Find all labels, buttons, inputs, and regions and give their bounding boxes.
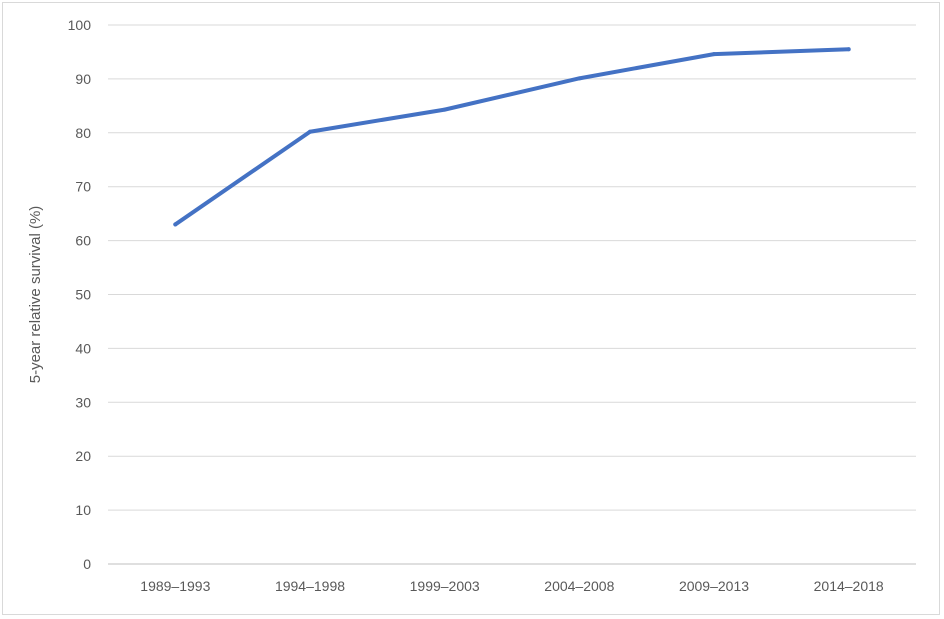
y-tick-label: 60	[75, 233, 91, 249]
y-tick-label: 30	[75, 394, 91, 410]
x-tick-label: 1999–2003	[410, 578, 480, 594]
gridlines	[108, 24, 916, 565]
series-line	[173, 47, 851, 227]
y-tick-label: 100	[68, 17, 92, 33]
y-axis-ticks: 0 10 20 30 40 50 60 70 80 90 100	[68, 17, 92, 572]
x-tick-label: 2009–2013	[679, 578, 749, 594]
x-tick-label: 1989–1993	[140, 578, 210, 594]
y-tick-label: 70	[75, 179, 91, 195]
data-point	[577, 76, 582, 81]
y-tick-label: 10	[75, 502, 91, 518]
x-axis-ticks: 1989–1993 1994–1998 1999–2003 2004–2008 2009…	[140, 578, 884, 594]
y-tick-label: 20	[75, 448, 91, 464]
y-tick-label: 80	[75, 125, 91, 141]
x-tick-label: 2004–2008	[544, 578, 614, 594]
data-point	[846, 47, 851, 52]
data-point	[442, 107, 447, 112]
data-point	[712, 52, 716, 57]
y-tick-label: 90	[75, 71, 91, 87]
data-point	[173, 222, 178, 227]
data-point	[308, 129, 312, 134]
series-group	[173, 47, 851, 227]
y-tick-label: 50	[75, 287, 91, 303]
x-tick-label: 1994–1998	[275, 578, 345, 594]
y-axis-title: 5-year relative survival (%)	[27, 206, 44, 384]
y-tick-label: 40	[75, 340, 91, 356]
x-tick-label: 2014–2018	[814, 578, 884, 594]
y-tick-label: 0	[83, 556, 91, 572]
